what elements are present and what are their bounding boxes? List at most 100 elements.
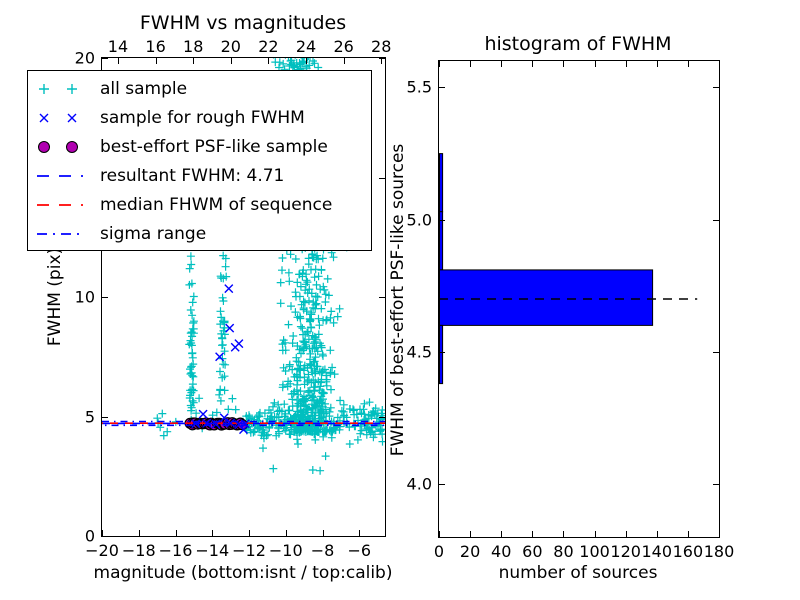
left-plot-top-tick-label: 26 [333,37,354,56]
left-plot-top-tick-label: 14 [107,37,129,56]
right-plot-ytick-right [713,87,719,89]
left-plot-ytick-label: 5 [84,407,95,426]
right-plot-xtick-label: 40 [491,542,512,561]
left-plot-xtick-label: −10 [268,541,303,560]
left-plot-ytick-right [379,177,385,179]
left-plot-top-tick [306,58,308,64]
left-plot-top-tick [230,58,232,64]
left-plot-top-tick [155,58,157,64]
left-plot-ytick-label: 20 [74,48,95,68]
left-plot-xtick-label: −14 [195,541,230,560]
right-plot-xtick [687,531,689,537]
left-plot-title: FWHM vs magnitudes [139,12,347,34]
legend-row-4: median FHWM of sequence [34,190,371,219]
rough-fwhm-markers [191,284,250,435]
right-plot-xtick [625,531,627,537]
left-xlabel: magnitude (bottom:isnt / top:calib) [93,563,393,583]
legend-label: resultant FWHM: 4.71 [100,165,285,186]
right-plot-top-tick [687,61,689,67]
right-plot-top-tick [563,61,565,67]
left-plot-ytick [102,536,108,537]
right-ylabel-wrap: FWHM of best-effort PSF-like sources [388,100,408,500]
right-ylabel: FWHM of best-effort PSF-like sources [388,143,408,457]
left-plot-xtick [285,530,287,536]
right-plot-top-tick [470,61,472,67]
left-plot-xtick-label: −20 [85,541,119,560]
left-plot-xtick [102,530,103,536]
legend-label: median FHWM of sequence [100,194,333,215]
right-plot-ytick-label: 4.5 [406,342,432,362]
left-plot-ytick [102,58,108,59]
right-plot-xtick-label: 0 [433,542,445,561]
left-plot-top-tick [268,58,270,64]
left-plot-ytick-right [379,536,385,537]
left-plot-top-tick [117,58,119,64]
right-plot-ytick-right [713,351,719,353]
legend-label: sigma range [100,223,207,244]
right-plot-xtick-label: 140 [641,542,673,561]
right-plot-xtick [470,531,472,537]
right-plot-ytick-label: 5.5 [406,77,432,97]
left-plot-xtick-label: −12 [232,541,266,560]
right-plot-xtick [719,531,720,537]
left-plot-ytick-label: 0 [84,526,95,546]
right-plot-xtick [439,531,440,537]
right-plot-xtick-label: 180 [703,542,735,561]
left-plot-xtick [322,530,324,536]
left-plot-top-tick-label: 28 [371,37,392,56]
legend-row-2: best-effort PSF-like sample [34,132,371,161]
left-plot-xtick-label: −18 [121,541,156,560]
right-plot-xtick [501,531,503,537]
legend-label: best-effort PSF-like sample [100,136,328,157]
legend-row-5: sigma range [34,219,371,248]
right-plot-top-tick [532,61,534,67]
right-plot-ytick [439,351,445,353]
right-plot-xtick [563,531,565,537]
legend-marker-dot-icon [38,140,78,153]
left-plot-xtick [175,530,177,536]
legend-row-0: all sample [34,74,371,103]
left-plot-ytick-label: 10 [74,287,95,307]
left-plot-xtick [138,530,140,536]
left-plot-xtick [359,530,361,536]
left-plot-xtick-label: −16 [158,541,193,560]
legend-label: sample for rough FWHM [100,107,305,128]
left-plot-top-tick [343,58,345,64]
right-plot-title: histogram of FWHM [484,33,672,55]
legend-marker-dash-icon [37,174,83,177]
right-plot-top-tick [439,61,440,67]
left-plot-xtick [212,530,214,536]
scatter-plot-canvas [102,58,385,475]
right-plot-xtick-label: 20 [459,542,481,561]
left-plot-xtick-label: −6 [347,541,372,560]
histogram-bar [439,324,444,385]
right-plot-ytick-label: 5.0 [406,210,432,230]
legend-marker-x-icon [39,113,77,122]
left-plot-top-tick-label: 18 [183,37,204,56]
right-plot-xtick-label: 100 [579,542,610,561]
right-plot-top-tick [594,61,596,67]
legend-marker-dash-icon [37,203,83,206]
left-plot-top-tick [381,58,383,64]
left-plot-xtick-label: −8 [310,541,335,560]
histogram-bar [439,153,444,213]
histogram-bar [439,269,654,326]
right-plot-xtick [656,531,658,537]
right-plot-ytick [439,484,445,486]
left-plot-top-tick-label: 24 [295,37,317,56]
right-plot-xtick-label: 120 [610,542,641,561]
right-plot-ytick-right [713,484,719,486]
right-axes [438,60,720,538]
right-plot-ytick-label: 4.0 [406,474,432,494]
right-plot-xtick-label: 160 [672,542,704,561]
legend-marker-plus-icon [39,83,77,94]
left-plot-top-tick-label: 22 [258,37,279,56]
left-plot-ytick [102,416,108,418]
left-plot-top-tick-label: 20 [220,37,241,56]
right-plot-top-tick [625,61,627,67]
left-plot-ytick-right [379,297,385,298]
right-plot-xtick [532,531,534,537]
legend-row-3: resultant FWHM: 4.71 [34,161,371,190]
right-plot-top-tick [656,61,658,67]
